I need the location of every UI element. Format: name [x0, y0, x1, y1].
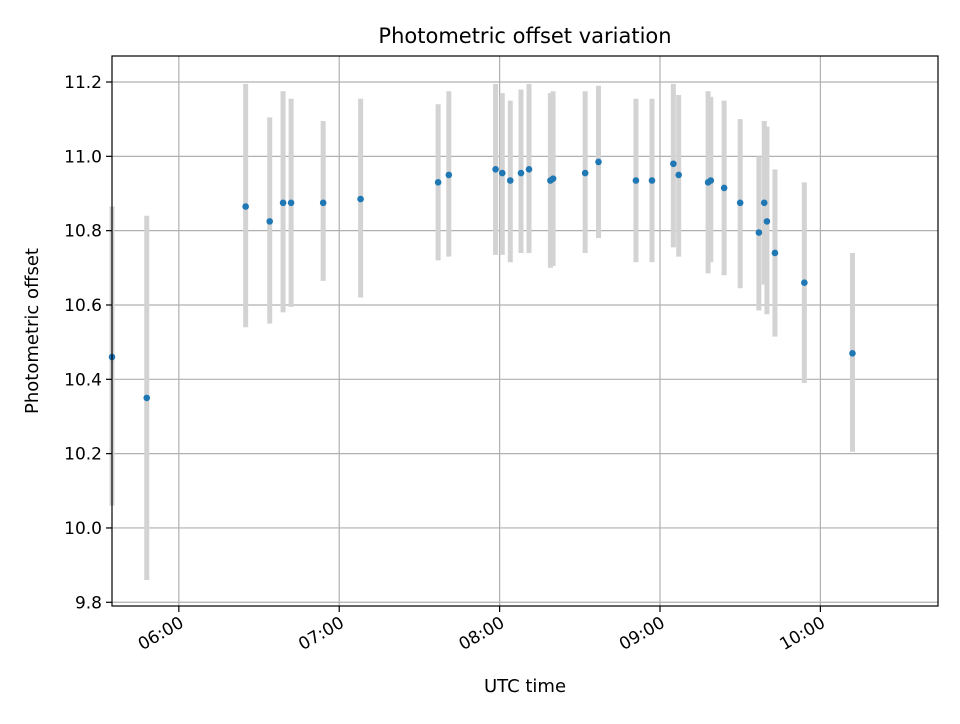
data-point	[266, 218, 274, 225]
data-point	[849, 349, 856, 357]
y-tick-label: 10.4	[64, 370, 102, 390]
plot-frame	[111, 55, 939, 607]
data-point	[720, 184, 728, 192]
x-tick-label: 09:00	[616, 613, 668, 655]
y-tick-label: 10.0	[64, 519, 102, 539]
data-point	[279, 199, 287, 207]
data-point	[581, 169, 589, 177]
point-layer	[108, 158, 856, 402]
y-tick-label: 11.0	[64, 147, 102, 167]
data-point	[707, 177, 715, 184]
data-point	[445, 171, 453, 179]
y-tick-label: 9.8	[75, 593, 102, 613]
data-point	[760, 199, 768, 207]
data-point	[506, 177, 514, 184]
data-point	[287, 199, 295, 207]
y-axis-label: Photometric offset	[22, 248, 43, 414]
data-point	[763, 218, 771, 225]
grid-layer	[112, 56, 938, 606]
x-tick-label: 07:00	[295, 613, 347, 655]
x-axis-label: UTC time	[484, 676, 566, 697]
data-point	[648, 177, 656, 184]
data-point	[801, 279, 808, 286]
data-point	[670, 160, 677, 168]
chart-title: Photometric offset variation	[378, 24, 671, 48]
data-point	[755, 229, 763, 236]
y-tick-label: 10.6	[64, 296, 102, 316]
data-point	[595, 158, 602, 166]
x-tick-label: 10:00	[776, 613, 828, 655]
data-point	[434, 179, 442, 186]
data-point	[675, 171, 683, 179]
data-point	[517, 169, 525, 177]
data-point	[492, 166, 499, 173]
data-point	[357, 195, 364, 203]
y-tick-label: 10.8	[64, 222, 102, 242]
data-point	[632, 177, 640, 184]
errorbar-layer	[109, 83, 855, 580]
y-tick-label: 11.2	[64, 73, 102, 93]
data-point	[319, 199, 327, 207]
x-tick-label: 06:00	[135, 613, 187, 655]
data-point	[143, 394, 151, 402]
data-point	[242, 203, 249, 210]
data-point	[525, 166, 533, 173]
y-tick-label: 10.2	[64, 445, 102, 465]
data-point	[498, 169, 506, 177]
x-tick-label: 08:00	[456, 613, 508, 655]
data-point	[771, 249, 779, 257]
data-point	[549, 175, 557, 182]
data-point	[736, 199, 744, 207]
